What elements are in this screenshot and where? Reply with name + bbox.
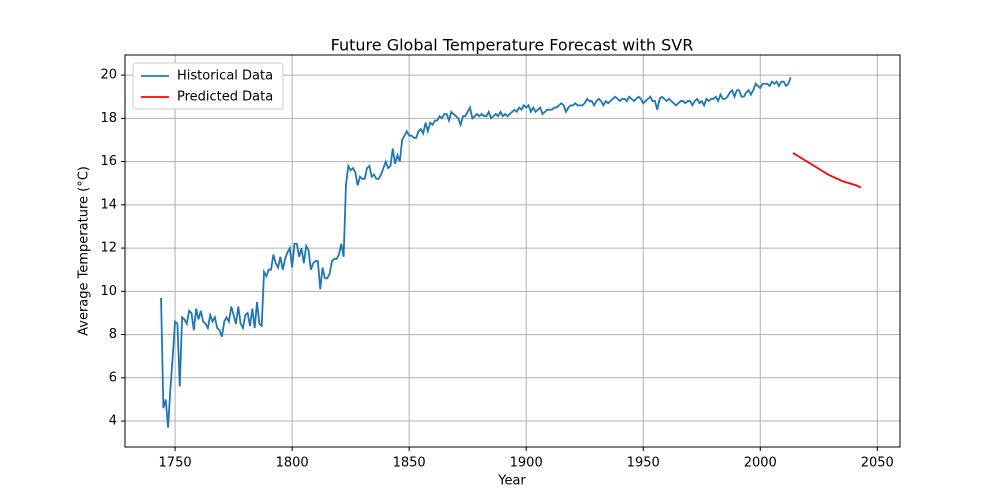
x-tick-label: 1750 — [159, 456, 192, 471]
x-tick-label: 2000 — [744, 456, 777, 471]
y-tick-label: 10 — [100, 284, 117, 299]
y-tick-label: 12 — [100, 241, 117, 256]
legend-box — [132, 62, 284, 110]
x-tick-label: 1800 — [276, 456, 309, 471]
y-tick-label: 18 — [100, 111, 117, 126]
y-tick-label: 6 — [109, 370, 117, 385]
legend-label: Predicted Data — [177, 90, 273, 105]
plot-frame — [124, 54, 901, 448]
y-tick-label: 14 — [100, 197, 117, 212]
y-tick-label: 16 — [100, 154, 117, 169]
y-tick-label: 4 — [109, 414, 117, 429]
data-line — [792, 152, 862, 189]
chart-title: Future Global Temperature Forecast with … — [331, 36, 694, 55]
x-axis-label: Year — [497, 474, 526, 489]
y-tick-label: 20 — [100, 68, 117, 83]
y-tick-label: 8 — [109, 327, 117, 342]
y-axis-label: Average Temperature (°C) — [77, 166, 92, 336]
x-tick-label: 1900 — [510, 456, 543, 471]
legend-label: Historical Data — [177, 69, 273, 84]
x-tick-label: 1950 — [627, 456, 660, 471]
data-line — [160, 76, 792, 428]
x-tick-label: 1850 — [393, 456, 426, 471]
x-tick-label: 2050 — [861, 456, 894, 471]
